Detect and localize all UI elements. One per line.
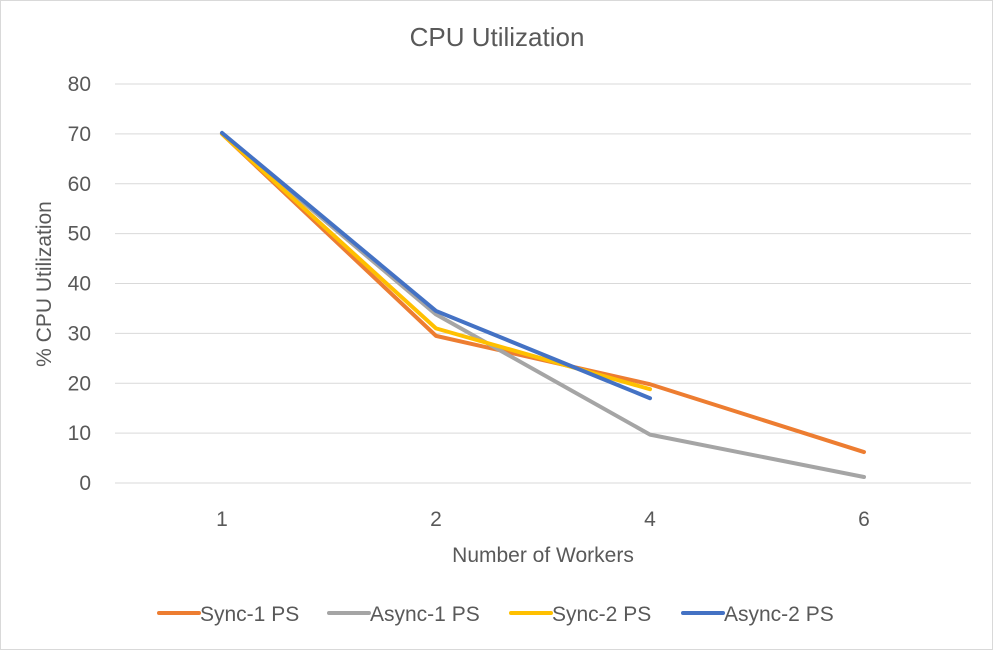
y-tick-labels: 0 10 20 30 40 50 60 70 80: [68, 73, 91, 495]
y-tick-label: 0: [79, 472, 91, 495]
legend: Sync-1 PS Async-1 PS Sync-2 PS Async-2 PS: [157, 603, 834, 626]
legend-label: Sync-1 PS: [200, 603, 299, 626]
x-tick-label: 4: [644, 508, 656, 531]
x-tick-label: 1: [216, 508, 228, 531]
series-line-sync-2-ps: [220, 131, 652, 392]
y-tick-label: 10: [68, 422, 91, 445]
y-tick-label: 20: [68, 372, 91, 395]
y-tick-label: 50: [68, 223, 91, 246]
series-line-async-2-ps: [220, 130, 652, 401]
x-tick-labels: 1 2 4 6: [216, 508, 870, 531]
series-line-sync-1-ps: [220, 131, 866, 455]
legend-item: Async-2 PS: [681, 603, 834, 626]
legend-label: Sync-2 PS: [552, 603, 651, 626]
y-tick-label: 70: [68, 123, 91, 146]
y-tick-label: 40: [68, 273, 91, 296]
legend-label: Async-1 PS: [370, 603, 480, 626]
gridlines: [115, 83, 971, 484]
x-tick-label: 6: [858, 508, 870, 531]
legend-item: Sync-2 PS: [509, 603, 651, 626]
series-lines: [220, 130, 866, 480]
series-line-async-1-ps: [220, 131, 866, 480]
y-axis-label: % CPU Utilization: [33, 201, 56, 367]
y-tick-label: 60: [68, 173, 91, 196]
y-tick-label: 30: [68, 322, 91, 345]
chart-title: CPU Utilization: [410, 22, 585, 52]
legend-item: Sync-1 PS: [157, 603, 299, 626]
legend-label: Async-2 PS: [724, 603, 834, 626]
x-axis-label: Number of Workers: [452, 544, 634, 567]
legend-item: Async-1 PS: [327, 603, 480, 626]
y-tick-label: 80: [68, 73, 91, 96]
x-tick-label: 2: [430, 508, 442, 531]
